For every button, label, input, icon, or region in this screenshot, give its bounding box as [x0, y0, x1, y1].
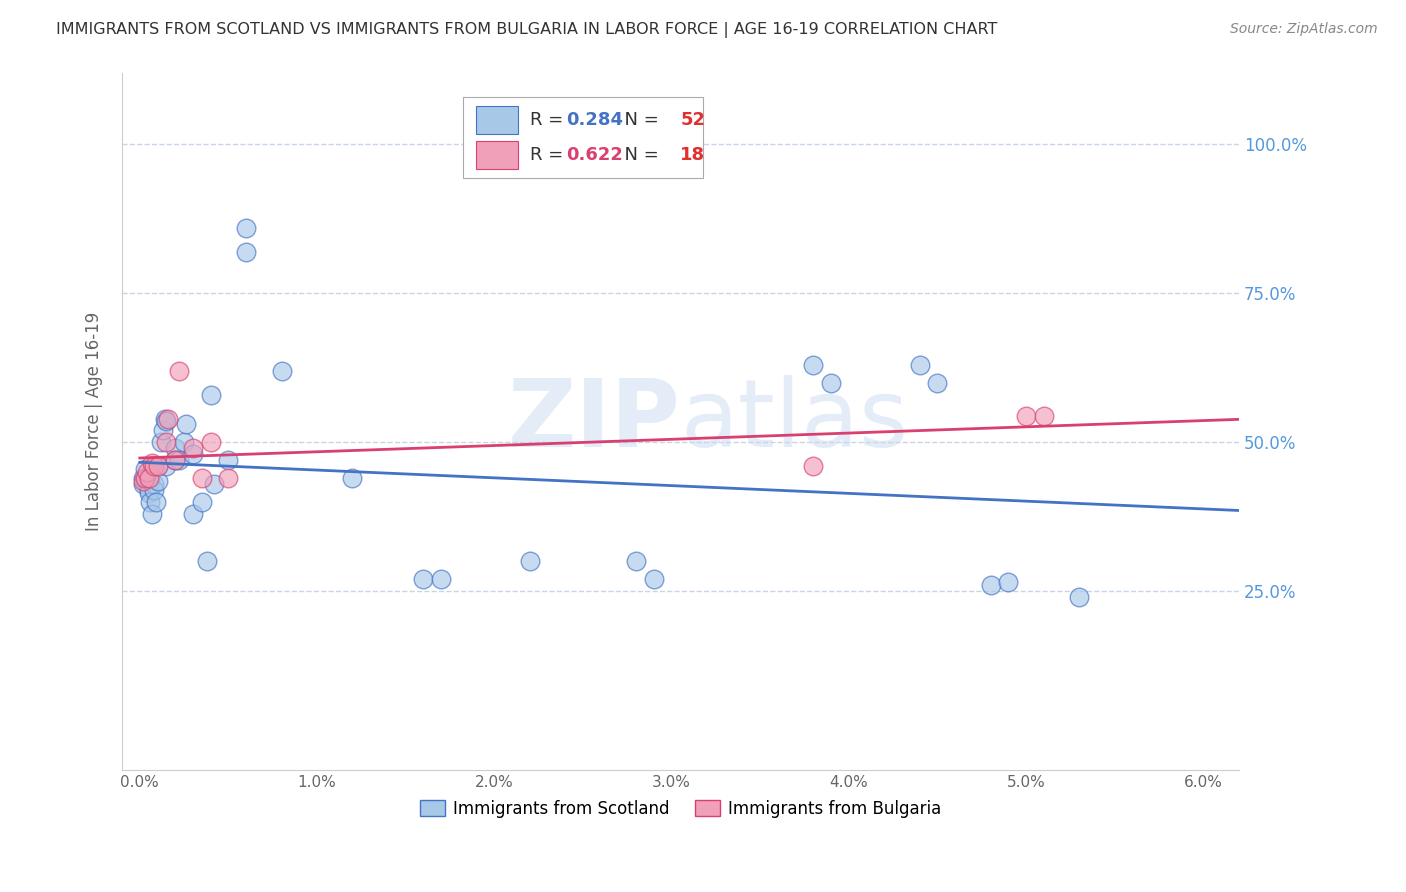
Y-axis label: In Labor Force | Age 16-19: In Labor Force | Age 16-19: [86, 312, 103, 531]
Point: [927, 376, 949, 390]
Point: [643, 573, 665, 587]
Point: [235, 220, 257, 235]
Point: [135, 474, 157, 488]
Point: [801, 358, 824, 372]
Text: N =: N =: [613, 112, 665, 129]
Point: [146, 459, 169, 474]
Point: [270, 364, 292, 378]
Point: [173, 435, 195, 450]
Point: [132, 471, 155, 485]
Point: [138, 477, 160, 491]
Text: R =: R =: [530, 112, 568, 129]
Point: [191, 471, 214, 485]
Point: [134, 474, 156, 488]
Point: [132, 477, 155, 491]
Text: IMMIGRANTS FROM SCOTLAND VS IMMIGRANTS FROM BULGARIA IN LABOR FORCE | AGE 16-19 : IMMIGRANTS FROM SCOTLAND VS IMMIGRANTS F…: [56, 22, 998, 38]
Point: [174, 417, 197, 432]
Point: [138, 471, 160, 485]
Point: [997, 575, 1019, 590]
Text: 0.622: 0.622: [567, 146, 623, 164]
Point: [135, 471, 157, 485]
Point: [142, 483, 165, 497]
Point: [141, 507, 163, 521]
Point: [181, 442, 204, 456]
Point: [155, 415, 177, 429]
Point: [150, 435, 173, 450]
Text: N =: N =: [613, 146, 665, 164]
Point: [1069, 591, 1091, 605]
Point: [412, 573, 434, 587]
FancyBboxPatch shape: [477, 106, 519, 135]
Point: [155, 459, 177, 474]
Point: [152, 424, 174, 438]
Point: [200, 435, 222, 450]
Point: [342, 471, 364, 485]
Point: [165, 442, 187, 456]
Legend: Immigrants from Scotland, Immigrants from Bulgaria: Immigrants from Scotland, Immigrants fro…: [413, 793, 948, 824]
Point: [139, 471, 162, 485]
Point: [145, 495, 167, 509]
Point: [134, 471, 156, 485]
Point: [167, 364, 190, 378]
Point: [1032, 409, 1054, 423]
Point: [167, 453, 190, 467]
Point: [191, 495, 214, 509]
FancyBboxPatch shape: [477, 141, 519, 169]
Text: 18: 18: [681, 146, 706, 164]
Text: 52: 52: [681, 112, 706, 129]
Point: [519, 554, 541, 568]
Point: [141, 456, 163, 470]
FancyBboxPatch shape: [463, 97, 703, 178]
Point: [181, 507, 204, 521]
Point: [217, 453, 239, 467]
Point: [142, 477, 165, 491]
Point: [430, 573, 453, 587]
Point: [908, 358, 931, 372]
Point: [200, 387, 222, 401]
Point: [138, 486, 160, 500]
Point: [165, 453, 187, 467]
Point: [142, 459, 165, 474]
Point: [980, 578, 1002, 592]
Point: [165, 453, 187, 467]
Point: [235, 244, 257, 259]
Point: [155, 435, 177, 450]
Text: ZIP: ZIP: [508, 376, 681, 467]
Point: [146, 474, 169, 488]
Point: [820, 376, 842, 390]
Point: [138, 474, 160, 488]
Point: [146, 459, 169, 474]
Text: atlas: atlas: [681, 376, 908, 467]
Point: [624, 554, 647, 568]
Text: R =: R =: [530, 146, 568, 164]
Point: [1015, 409, 1038, 423]
Point: [801, 459, 824, 474]
Text: 0.284: 0.284: [567, 112, 623, 129]
Point: [157, 411, 180, 425]
Point: [135, 465, 157, 479]
Point: [134, 462, 156, 476]
Point: [217, 471, 239, 485]
Text: Source: ZipAtlas.com: Source: ZipAtlas.com: [1230, 22, 1378, 37]
Point: [139, 495, 162, 509]
Point: [141, 462, 163, 476]
Point: [153, 411, 176, 425]
Point: [195, 554, 218, 568]
Point: [132, 474, 155, 488]
Point: [181, 447, 204, 461]
Point: [138, 483, 160, 497]
Point: [202, 477, 225, 491]
